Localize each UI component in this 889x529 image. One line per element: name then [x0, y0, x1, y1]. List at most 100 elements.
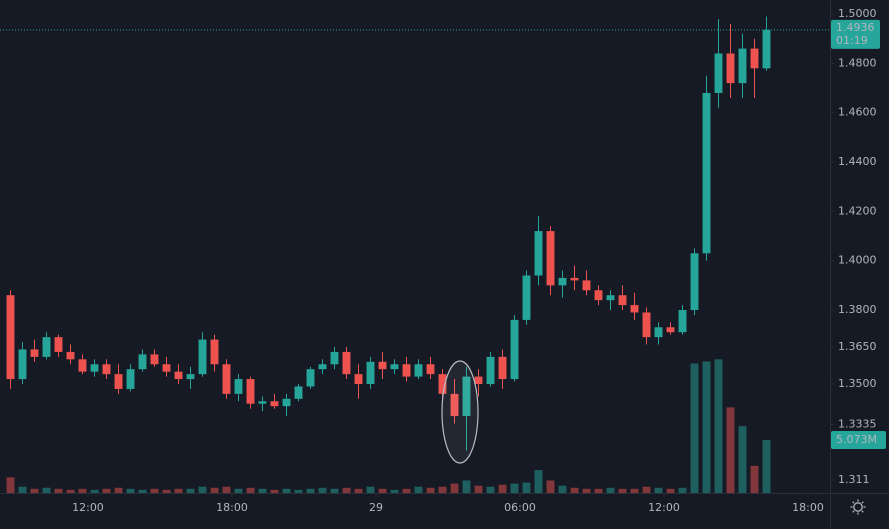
candle-body	[414, 364, 423, 377]
volume-bar	[642, 486, 651, 493]
candle-body	[378, 361, 387, 370]
volume-bar	[222, 486, 231, 493]
volume-bar	[474, 485, 483, 493]
volume-bar	[42, 487, 51, 493]
candle-body	[258, 401, 267, 404]
volume-bar	[162, 489, 171, 493]
volume-bar	[618, 488, 627, 493]
candle-body	[474, 376, 483, 384]
volume-bar	[90, 489, 99, 493]
candle-body	[618, 295, 627, 306]
candle-body	[558, 277, 567, 286]
x-tick-label: 18:00	[792, 501, 824, 514]
candle-body	[714, 53, 723, 93]
candle-body	[546, 231, 555, 286]
volume-bar	[558, 485, 567, 493]
volume-bar	[306, 488, 315, 493]
volume-bar	[414, 486, 423, 493]
volume-bar	[606, 487, 615, 493]
candle-body	[318, 364, 327, 370]
candle-body	[402, 364, 411, 377]
volume-bar	[702, 361, 711, 493]
candle-body	[462, 376, 471, 417]
volume-bar	[654, 487, 663, 493]
volume-bar	[726, 407, 735, 493]
volume-bar	[750, 465, 759, 493]
volume-bar	[498, 484, 507, 493]
candle-body	[90, 364, 99, 372]
candle-body	[18, 349, 27, 380]
volume-bar	[210, 487, 219, 493]
candle-body	[366, 361, 375, 384]
candle-body	[570, 277, 579, 281]
volume-bar	[522, 482, 531, 493]
candle-body	[762, 29, 771, 69]
candle-body	[66, 351, 75, 360]
volume-bar	[114, 487, 123, 493]
candle-body	[54, 337, 63, 352]
volume-bar	[30, 488, 39, 493]
candle-body	[426, 364, 435, 375]
candle-body	[126, 369, 135, 389]
candle-body	[498, 356, 507, 380]
y-tick-label: 1.4800	[838, 56, 877, 69]
volume-bar	[6, 477, 15, 493]
volume-bar	[102, 488, 111, 493]
candle-body	[282, 398, 291, 407]
volume-bar	[174, 488, 183, 493]
candle-body	[726, 53, 735, 84]
volume-bar	[666, 488, 675, 493]
last-price-tag	[831, 19, 880, 49]
candle-body	[702, 92, 711, 254]
volume-bar	[378, 488, 387, 493]
candle-body	[270, 401, 279, 407]
volume-bar	[738, 426, 747, 493]
volume-bar	[426, 487, 435, 493]
x-tick-label: 18:00	[216, 501, 248, 514]
volume-bar	[258, 488, 267, 493]
volume-bar	[318, 487, 327, 493]
volume-bar	[270, 489, 279, 493]
plot-area	[6, 16, 771, 493]
candle-body	[210, 339, 219, 365]
candle-body	[630, 305, 639, 313]
candle-body	[690, 253, 699, 311]
candle-body	[522, 275, 531, 320]
y-tick-label: 1.3650	[838, 340, 877, 353]
candle-body	[234, 379, 243, 394]
y-tick-label: 1.5000	[838, 7, 877, 20]
candle-body	[174, 371, 183, 380]
candle-body	[246, 379, 255, 404]
volume-bar	[582, 488, 591, 493]
volume-bar	[678, 487, 687, 493]
volume-bar	[54, 488, 63, 493]
candle-body	[186, 374, 195, 380]
settings-icon[interactable]	[850, 499, 866, 515]
candle-body	[666, 327, 675, 333]
candle-body	[594, 290, 603, 301]
y-tick-label: 1.4400	[838, 155, 877, 168]
candle-body	[78, 359, 87, 372]
candle-body	[162, 364, 171, 372]
candle-body	[294, 386, 303, 399]
volume-bar	[570, 487, 579, 493]
highlight-ellipse	[441, 360, 479, 464]
candle-body	[438, 374, 447, 394]
volume-bar	[126, 488, 135, 493]
candle-body	[582, 280, 591, 291]
candle-body	[678, 310, 687, 333]
volume-bar	[354, 488, 363, 493]
candle-body	[114, 374, 123, 389]
candle-body	[30, 349, 39, 357]
y-tick-label: 1.3800	[838, 303, 877, 316]
volume-bar	[150, 488, 159, 493]
volume-bar	[234, 488, 243, 493]
candle-body	[486, 356, 495, 384]
candle-body	[510, 319, 519, 380]
y-tick-label: 1.4000	[838, 254, 877, 267]
candle-body	[138, 354, 147, 370]
volume-bar	[438, 486, 447, 493]
